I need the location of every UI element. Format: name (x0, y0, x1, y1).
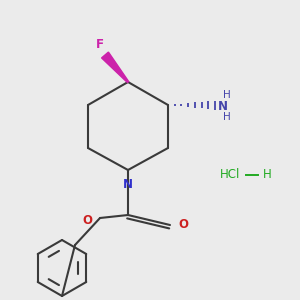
Text: HCl: HCl (220, 169, 240, 182)
Text: F: F (96, 38, 104, 52)
Text: H: H (263, 169, 272, 182)
Text: H: H (223, 90, 231, 100)
Text: N: N (218, 100, 228, 112)
Polygon shape (102, 52, 129, 82)
Text: N: N (123, 178, 133, 190)
Text: O: O (178, 218, 188, 230)
Text: O: O (82, 214, 92, 226)
Text: H: H (223, 112, 231, 122)
